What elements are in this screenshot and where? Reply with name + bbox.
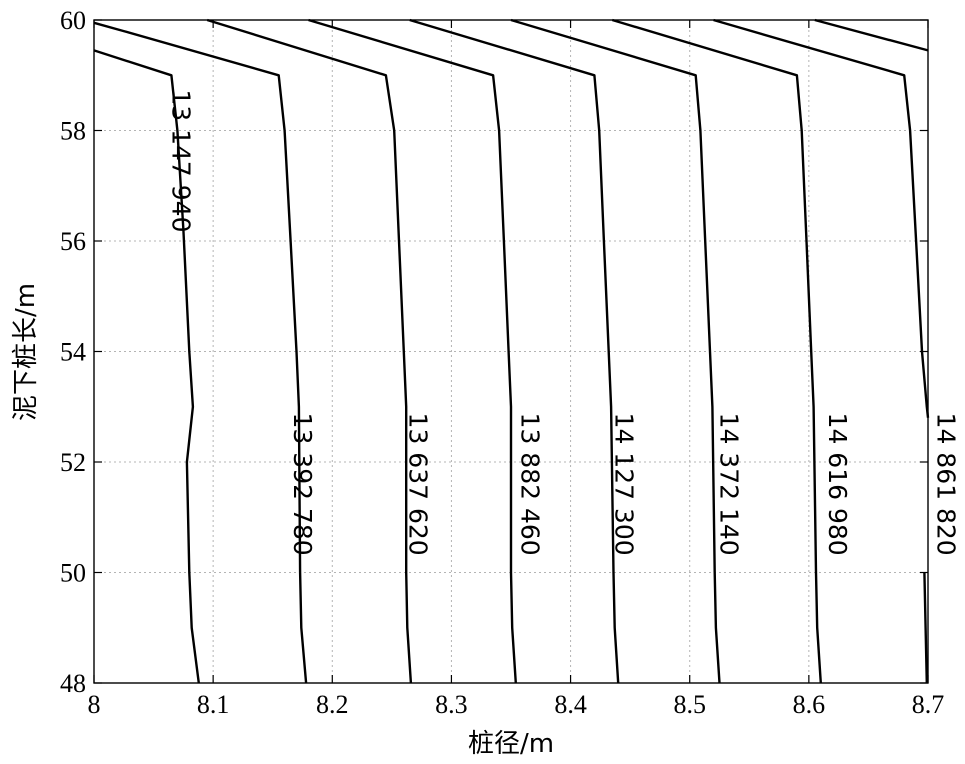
x-axis-title: 桩径/m (468, 729, 554, 759)
contour-label: 13 392 780 (288, 413, 317, 556)
y-tick-label: 58 (60, 117, 86, 146)
x-tick-label: 8.1 (197, 690, 230, 719)
y-tick-label: 50 (60, 559, 86, 588)
y-tick-label: 54 (60, 338, 86, 367)
contour-line (206, 18, 413, 684)
y-tick-label: 60 (60, 6, 86, 35)
y-tick-label: 52 (60, 448, 86, 477)
x-tick-label: 8.2 (316, 690, 349, 719)
contour-label: 13 637 620 (404, 413, 433, 556)
x-tick-label: 8.4 (554, 690, 587, 719)
contour-line (308, 18, 517, 684)
contour-line (409, 18, 620, 684)
contour-label: 14 127 300 (610, 413, 639, 556)
contour-line (611, 18, 822, 684)
contour-label: 14 372 140 (715, 413, 744, 556)
contour-line (713, 18, 930, 418)
contour-line (814, 18, 929, 52)
contour-line (923, 572, 928, 684)
tick-marks (93, 19, 929, 684)
contour-label: 14 861 820 (931, 413, 960, 556)
y-tick-label: 56 (60, 227, 86, 256)
x-tick-labels: 8 8.1 8.2 8.3 8.4 8.5 8.6 8.7 (88, 690, 945, 719)
x-tick-label: 8.6 (793, 690, 826, 719)
y-tick-labels: 48 50 52 54 56 58 60 (60, 6, 86, 698)
contour-line (93, 21, 308, 684)
x-tick-label: 8 (88, 690, 101, 719)
y-axis-title: 泥下桩长/m (11, 283, 41, 421)
contour-label: 13 147 940 (167, 89, 196, 232)
contour-lines (93, 18, 930, 684)
y-tick-label: 48 (60, 669, 86, 698)
contour-label: 13 882 460 (516, 413, 545, 556)
contour-label: 14 616 980 (823, 413, 852, 556)
contour-labels: 13 147 940 13 392 780 13 637 620 13 882 460… (167, 89, 961, 555)
x-tick-label: 8.3 (435, 690, 468, 719)
x-tick-label: 8.5 (673, 690, 706, 719)
contour-line (93, 49, 200, 684)
contour-line (510, 18, 721, 684)
x-tick-label: 8.7 (912, 690, 945, 719)
